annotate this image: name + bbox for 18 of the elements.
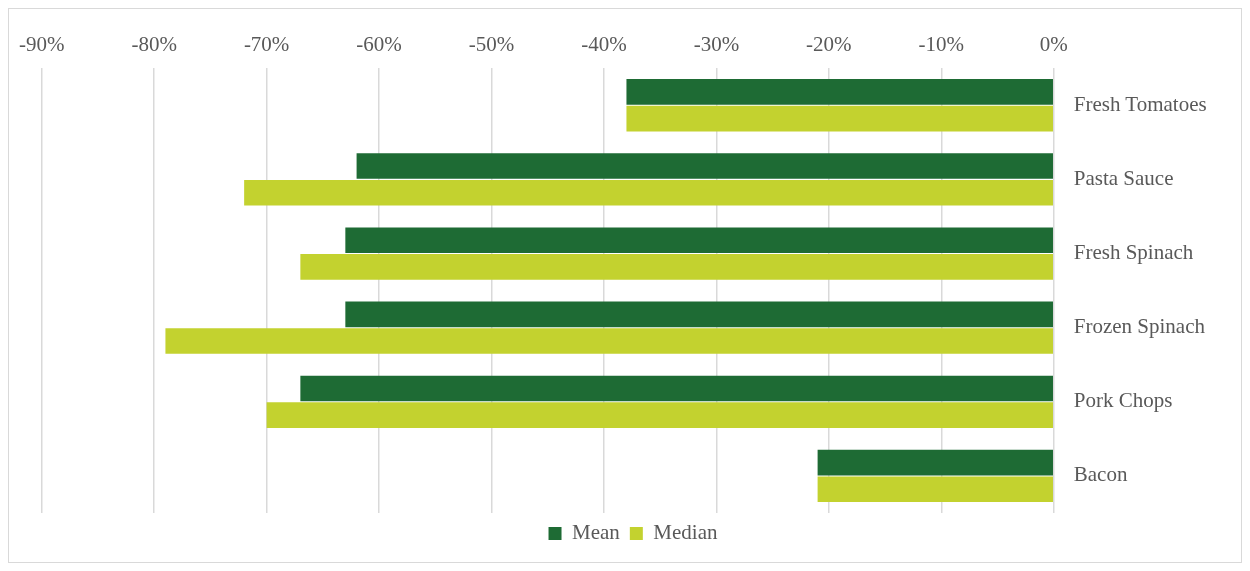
x-tick-label: -60% — [356, 32, 402, 57]
x-tick-label: -80% — [131, 32, 177, 57]
y-tick-label: Frozen Spinach — [1073, 314, 1206, 339]
x-tick-label: -50% — [468, 32, 515, 57]
x-tick-label: -30% — [693, 32, 740, 57]
x-tick-label: 0% — [1039, 32, 1068, 57]
legend-label: Mean — [572, 520, 621, 545]
x-tick-label: -70% — [243, 32, 290, 57]
x-tick-label: -90% — [18, 32, 65, 57]
y-tick-label: Bacon — [1073, 462, 1128, 487]
x-tick-label: -20% — [806, 32, 852, 57]
y-tick-label: Pork Chops — [1073, 388, 1173, 413]
x-tick-label: -40% — [581, 32, 627, 57]
y-tick-label: Fresh Spinach — [1073, 240, 1194, 265]
x-tick-label: -10% — [918, 32, 965, 57]
y-tick-label: Pasta Sauce — [1073, 165, 1174, 190]
legend-label: Median — [653, 520, 718, 545]
y-tick-label: Fresh Tomatoes — [1073, 91, 1207, 116]
